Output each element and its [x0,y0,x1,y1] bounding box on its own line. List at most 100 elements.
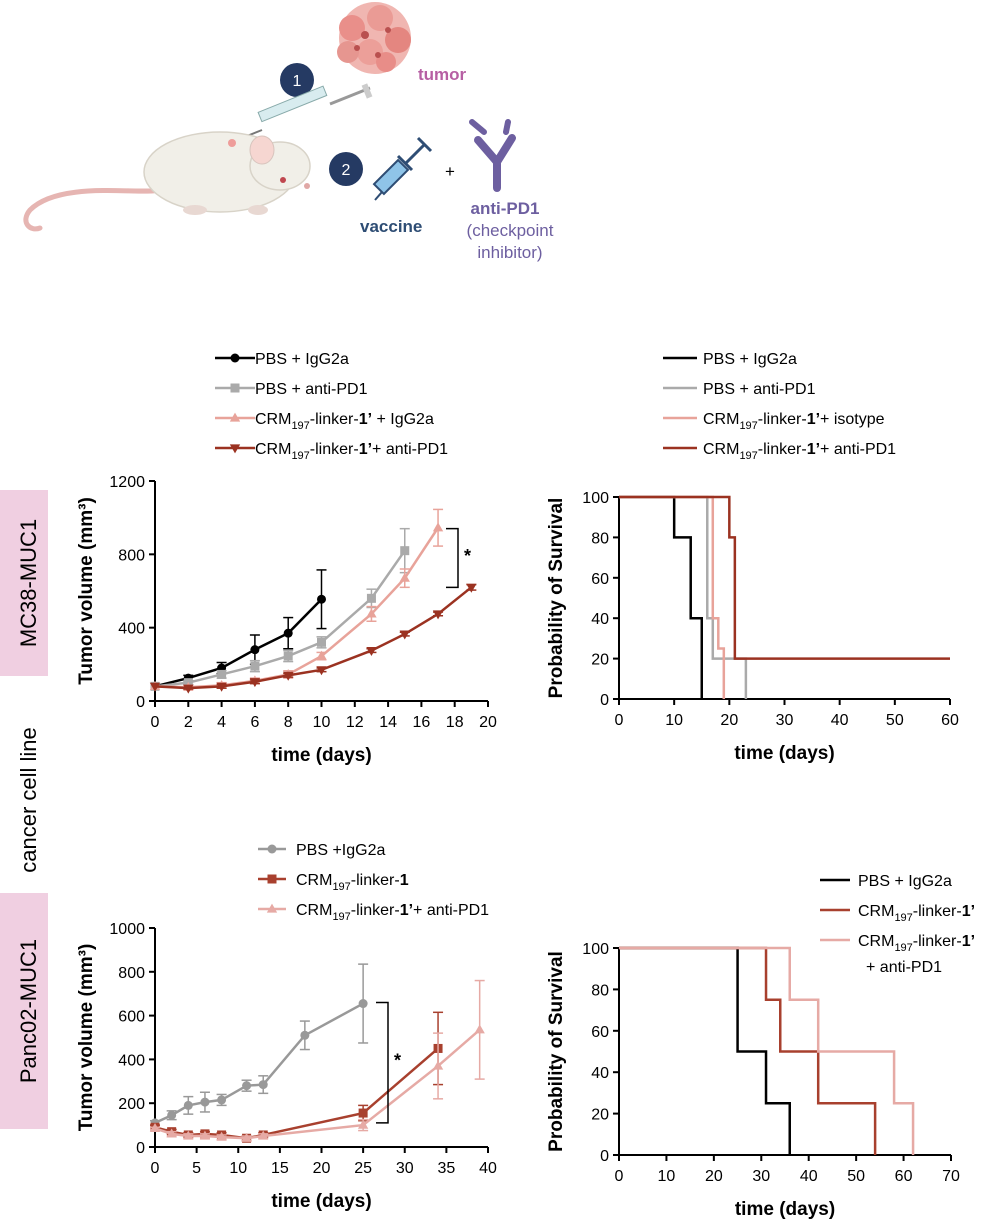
data-point [283,651,293,661]
side-labels: MC38-MUC1 cancer cell line Panc02-MUC1 [0,490,48,1129]
y-tick-label: 200 [118,1096,145,1113]
data-point [400,546,410,556]
data-point [474,1024,485,1034]
mc38-tumor-growth-chart: 0 2 4 6 8 10 12 14 16 18 20 0 400 800 1200 time (days) T… [76,351,497,766]
legend-label: CRM197-linker-1 [296,872,409,893]
panc-label: Panc02-MUC1 [16,939,41,1083]
mc38-survival-chart: 0 10 20 30 40 50 60 0 20 40 60 80 100 time (days) Prob… [546,351,959,764]
y-tick-label: 0 [600,692,609,709]
survival-step-line [619,946,791,1155]
data-point [317,637,326,647]
legend-marker [230,353,240,363]
svg-text:2: 2 [342,162,351,179]
x-tick-label: 5 [192,1160,201,1177]
step-1-badge: 1 [280,63,314,97]
x-tick-label: 20 [720,712,738,729]
x-tick-label: 4 [217,714,226,731]
data-point [167,1110,177,1120]
legend-label: CRM197-linker-1’ + IgG2a [255,411,434,432]
y-tick-label: 40 [591,611,609,628]
x-tick-label: 0 [615,712,624,729]
data-point [316,666,327,676]
x-axis-label: time (days) [271,1191,371,1212]
series [149,508,444,691]
data-point [200,1097,210,1107]
legend-marker [266,903,278,913]
x-tick-label: 70 [942,1168,960,1185]
x-tick-label: 10 [229,1160,247,1177]
x-axis-label: time (days) [271,745,371,766]
legend-label: CRM197-linker-1’+ anti-PD1 [703,441,896,462]
series [150,963,369,1128]
x-tick-label: 30 [396,1160,414,1177]
survival-step-line [619,946,877,1155]
data-point [217,1095,227,1105]
legend-marker [230,383,240,393]
data-point [316,650,327,660]
legend-marker [267,874,277,884]
x-tick-label: 40 [800,1168,818,1185]
survival-step-line [619,495,950,660]
data-point [249,678,261,688]
legend-label: PBS + IgG2a [703,351,797,368]
mc38-side-band [0,490,48,676]
x-tick-label: 10 [313,714,331,731]
series [619,495,950,660]
series [619,946,877,1155]
series [619,495,748,699]
data-point [217,669,227,679]
legend-label: PBS + IgG2a [858,873,952,890]
x-tick-label: 20 [313,1160,331,1177]
y-tick-label: 800 [118,547,145,564]
y-tick-label: 0 [136,694,145,711]
data-point [250,645,260,655]
x-tick-label: 50 [886,712,904,729]
data-point [283,671,294,681]
x-tick-label: 20 [479,714,497,731]
legend-label: CRM197-linker-1’ [858,933,975,954]
data-point [199,1130,211,1140]
x-tick-label: 50 [847,1168,865,1185]
y-tick-label: 20 [591,1107,609,1124]
data-point [166,1128,177,1138]
legend-marker [267,844,277,854]
significance-star: * [464,546,471,566]
y-tick-label: 100 [582,490,609,507]
series-line [154,549,406,688]
data-point [300,1030,310,1040]
x-tick-label: 0 [615,1168,624,1185]
series [619,946,915,1155]
schematic-panel: tumor 1 2 [23,2,554,262]
y-tick-label: 1200 [109,474,145,491]
x-tick-label: 16 [413,714,431,731]
y-tick-label: 40 [591,1065,609,1082]
antibody-sublabel-1: (checkpoint [467,221,554,240]
vaccine-syringe-icon [372,136,433,201]
series-line [154,586,473,690]
x-tick-label: 10 [665,712,683,729]
data-point [250,661,260,671]
y-axis-label: Probability of Survival [546,498,567,699]
y-tick-label: 60 [591,571,609,588]
x-tick-label: 2 [184,714,193,731]
x-axis-label: time (days) [734,743,834,764]
y-axis-label: Tumor volume (mm³) [76,497,97,685]
tumor-icon [337,2,411,74]
svg-text:1: 1 [293,73,302,90]
x-tick-label: 40 [479,1160,497,1177]
panc-side-band [0,893,48,1129]
vaccine-label: vaccine [360,217,422,236]
x-tick-label: 12 [346,714,364,731]
antibody-label: anti-PD1 [471,199,540,218]
series-line [154,527,440,689]
survival-step-line [619,495,748,699]
data-point [366,646,377,656]
legend-label: PBS +IgG2a [296,842,385,859]
series [150,1011,444,1143]
series-line [154,1028,481,1140]
data-point [149,1122,161,1132]
data-point [366,593,376,603]
y-axis-label: Tumor volume (mm³) [76,944,97,1132]
data-point [183,1100,193,1110]
x-tick-label: 25 [354,1160,372,1177]
